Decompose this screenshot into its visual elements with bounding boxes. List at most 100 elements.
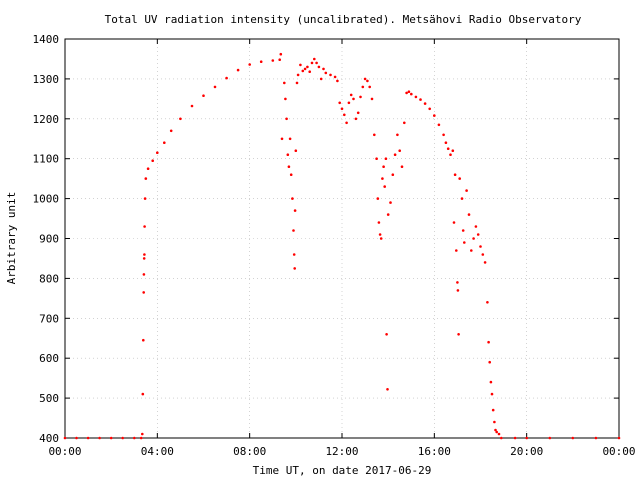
data-point	[313, 57, 316, 61]
data-point	[472, 237, 475, 240]
data-point	[405, 91, 408, 95]
data-point	[317, 65, 321, 69]
data-point	[373, 133, 376, 137]
data-point	[349, 93, 353, 97]
data-point	[493, 420, 496, 424]
y-axis-label: Arbitrary unit	[5, 192, 18, 285]
data-point	[303, 67, 307, 71]
data-point	[315, 61, 318, 65]
data-points	[63, 52, 621, 440]
data-point	[474, 225, 478, 228]
data-point	[310, 61, 314, 65]
data-point	[213, 85, 217, 89]
data-point	[141, 432, 144, 436]
data-point	[142, 273, 146, 276]
data-point	[289, 173, 293, 176]
data-point	[293, 209, 297, 212]
x-tick-label: 00:00	[602, 445, 635, 458]
data-point	[456, 281, 459, 284]
data-point	[376, 197, 380, 200]
data-point	[428, 107, 432, 111]
data-point	[329, 73, 332, 77]
data-point	[343, 113, 346, 117]
data-point	[386, 213, 390, 216]
data-point	[202, 94, 205, 97]
data-point	[486, 301, 489, 304]
data-point	[286, 153, 290, 156]
data-point	[479, 245, 482, 248]
data-point	[571, 436, 575, 440]
data-point	[306, 65, 309, 69]
x-tick-label: 08:00	[233, 445, 266, 458]
y-tick-label: 800	[39, 272, 59, 285]
data-point	[449, 153, 452, 156]
data-point	[461, 229, 465, 232]
data-point	[225, 76, 228, 80]
data-point	[490, 392, 494, 396]
data-point	[142, 291, 145, 294]
data-point	[179, 117, 182, 121]
data-point	[525, 436, 528, 440]
data-point	[352, 97, 355, 101]
data-point	[295, 81, 299, 85]
y-tick-label: 1000	[33, 193, 60, 206]
data-point	[283, 81, 286, 85]
data-point	[86, 436, 90, 440]
y-tick-label: 900	[39, 233, 59, 246]
data-point	[356, 111, 360, 115]
data-point	[495, 430, 499, 434]
data-point	[617, 436, 621, 440]
y-tick-label: 1200	[33, 113, 60, 126]
data-point	[308, 70, 312, 73]
data-point	[444, 141, 448, 144]
data-point	[382, 165, 385, 168]
data-point	[299, 63, 302, 67]
data-point	[121, 436, 124, 440]
data-point	[236, 68, 240, 72]
data-point	[483, 261, 487, 264]
data-point	[419, 98, 422, 101]
y-tick-label: 600	[39, 352, 59, 365]
data-point	[481, 253, 485, 256]
data-point	[393, 153, 397, 156]
data-point	[288, 137, 292, 141]
data-point	[398, 149, 402, 152]
data-point	[463, 241, 466, 244]
data-point	[389, 201, 392, 204]
data-point	[442, 133, 445, 137]
data-point	[456, 289, 460, 292]
x-tick-label: 04:00	[141, 445, 174, 458]
data-point	[163, 141, 166, 144]
data-point	[375, 157, 378, 160]
x-axis-label: Time UT, on date 2017-06-29	[253, 464, 432, 477]
data-point	[324, 71, 328, 75]
x-tick-label: 20:00	[510, 445, 543, 458]
data-point	[500, 436, 503, 440]
x-tick-label: 16:00	[418, 445, 451, 458]
data-point	[287, 165, 291, 168]
data-point	[513, 436, 517, 440]
data-point	[169, 129, 173, 133]
data-point	[361, 85, 365, 89]
data-point	[340, 107, 344, 111]
data-point	[333, 75, 337, 79]
data-point	[391, 173, 395, 176]
data-point	[294, 149, 298, 152]
data-point	[156, 151, 159, 154]
data-point	[109, 436, 113, 440]
data-point	[455, 249, 458, 252]
data-point	[142, 338, 145, 342]
data-point	[151, 159, 154, 162]
data-point	[143, 253, 146, 256]
data-point	[322, 67, 325, 71]
data-point	[407, 90, 411, 93]
data-point	[470, 249, 473, 252]
data-point	[301, 69, 305, 73]
data-point	[467, 213, 471, 216]
data-point	[347, 101, 351, 105]
y-tick-label: 500	[39, 392, 59, 405]
data-point	[594, 436, 598, 440]
y-tick-label: 700	[39, 312, 59, 325]
data-point	[142, 257, 146, 260]
